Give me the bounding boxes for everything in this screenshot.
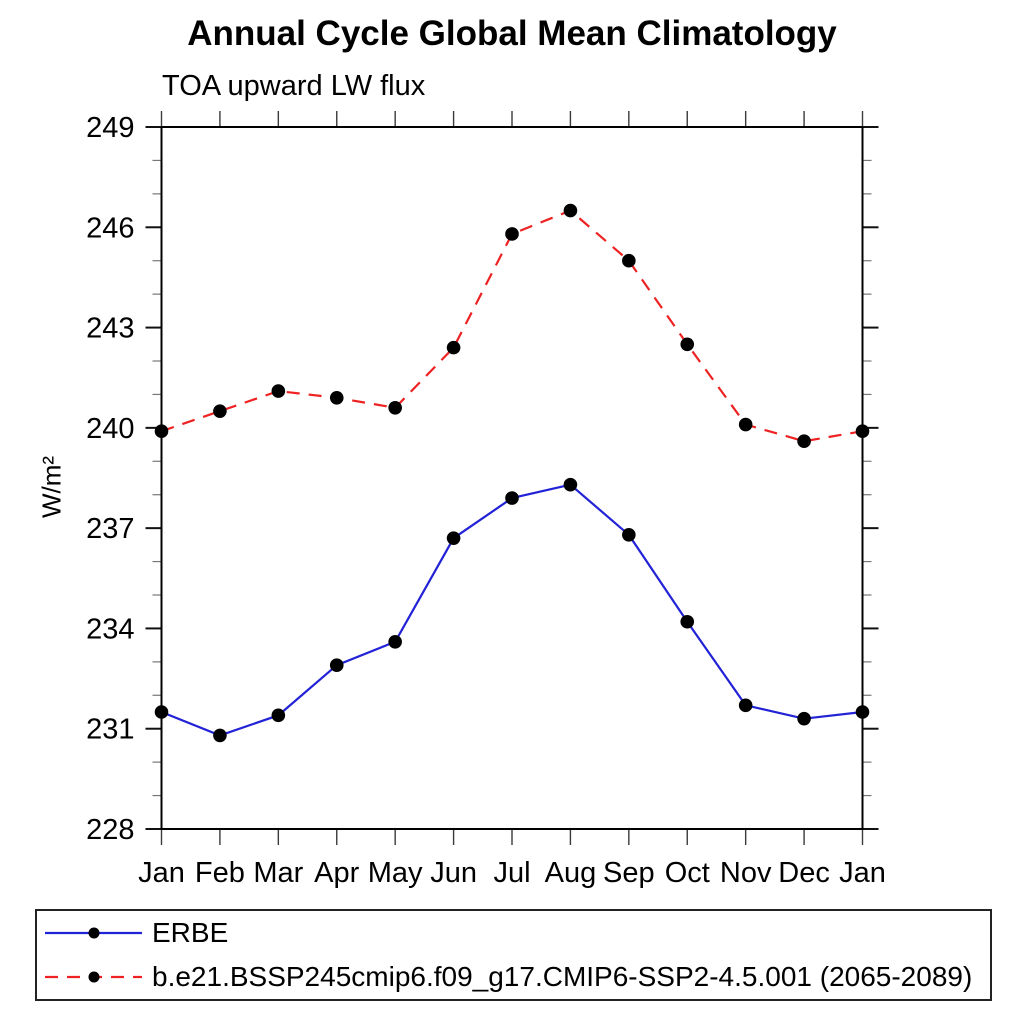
data-point-marker [388,635,402,649]
data-point-marker [329,658,344,672]
series-line [161,483,863,737]
y-tick-label: 234 [86,613,134,645]
series-line [161,209,863,443]
x-tick-label: Nov [720,857,772,889]
x-tick-label: Oct [665,857,710,889]
data-point-marker [213,404,227,418]
data-point-marker [213,728,227,743]
data-point-marker [154,705,169,719]
data-point-marker [680,337,695,352]
y-tick-label: 228 [86,814,134,846]
x-tick-label: Jan [138,857,185,889]
x-tick-label: Jul [493,857,530,889]
data-point-marker [563,477,578,492]
x-tick-label: Aug [545,857,597,889]
data-point-marker [446,340,461,355]
x-tick-label: Mar [253,857,303,889]
data-point-marker [446,531,461,545]
data-point-marker [505,491,519,505]
y-tick-label: 240 [86,413,134,445]
data-point-marker [738,698,753,713]
x-tick-label: May [368,857,423,889]
y-tick-label: 249 [86,112,134,144]
x-tick-label: Jun [430,857,477,889]
data-point-marker [797,434,811,449]
legend-item-erbe: ERBE [37,913,990,953]
legend-label-erbe: ERBE [152,917,229,948]
y-tick-label: 231 [86,714,134,746]
data-point-marker [388,401,402,415]
data-point-marker [505,227,519,241]
x-tick-label: Apr [314,857,359,889]
x-tick-label: Jan [839,857,886,889]
data-point-marker [563,203,578,218]
data-point-marker [797,711,811,726]
chart-title: Annual Cycle Global Mean Climatology [187,14,837,53]
data-point-marker [271,384,286,398]
data-point-marker [622,528,636,542]
x-tick-label: Feb [195,857,245,889]
data-point-marker [271,708,286,723]
legend: ERBE b.e21.BSSP245cmip6.f09_g17.CMIP6-SS… [35,909,992,1001]
legend-label-model: b.e21.BSSP245cmip6.f09_g17.CMIP6-SSP2-4.… [152,961,973,992]
data-point-marker [622,253,636,268]
y-tick-label: 246 [86,212,134,244]
erbe-line-sample-icon [45,927,142,939]
legend-item-model: b.e21.BSSP245cmip6.f09_g17.CMIP6-SSP2-4.… [37,957,990,997]
data-point-marker [855,705,870,719]
data-point-marker [329,390,344,405]
model-line-sample-icon [45,971,142,983]
data-point-marker [855,424,870,439]
data-point-marker [154,424,169,439]
data-point-marker [738,417,753,432]
data-point-marker [680,614,695,629]
x-tick-label: Dec [778,857,830,889]
y-tick-label: 237 [86,513,134,545]
x-tick-label: Sep [603,857,655,889]
chart-subtitle: TOA upward LW flux [162,70,426,102]
y-tick-label: 243 [86,313,134,345]
plot-frame [160,126,864,830]
